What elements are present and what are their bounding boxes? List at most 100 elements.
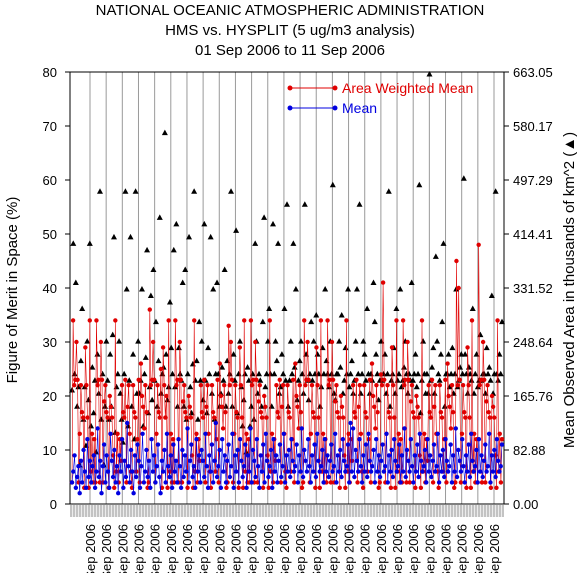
mean-point [492,447,497,453]
mean-observed-area-point [357,390,364,396]
mean-observed-area-point [107,351,114,357]
mean-point [323,469,329,474]
area-weighted-mean-point [303,383,308,388]
mean-point [448,442,453,447]
mean-point [249,480,254,485]
mean-point [244,485,249,490]
y-tick-right-label: 331.52 [513,281,553,296]
mean-point [130,469,135,474]
mean-observed-area-point [132,188,139,194]
mean-observed-area-point [159,370,166,377]
mean-point [498,464,503,469]
mean-point [390,474,396,480]
mean-point [276,458,281,463]
mean-point [345,442,351,447]
mean-point [409,464,415,469]
mean-observed-area-point [113,383,120,390]
mean-point [127,480,132,485]
area-weighted-mean-point [422,431,427,436]
mean-point [166,464,171,469]
x-category-label: Sep 2006 [164,524,179,573]
mean-observed-area-point [72,279,79,285]
mean-point [103,480,108,485]
mean-observed-area-point [342,344,349,351]
area-weighted-mean-point [353,415,358,420]
mean-point [235,447,240,453]
mean-observed-area-point [235,370,242,377]
area-weighted-mean-point [216,480,221,485]
area-weighted-mean-point [317,485,322,490]
mean-point [495,458,501,463]
mean-point [422,447,428,453]
area-weighted-mean-point [274,383,279,388]
area-weighted-mean-point [339,404,345,409]
area-weighted-mean-point [378,372,384,377]
area-weighted-mean-point [83,345,88,350]
area-weighted-mean-point [400,318,406,323]
area-weighted-mean-point [186,393,191,399]
area-weighted-mean-point [443,377,448,382]
mean-point [119,437,125,442]
mean-observed-area-point [270,220,277,227]
mean-point [452,469,457,474]
mean-observed-area-point [173,220,180,227]
mean-observed-area-point [393,305,400,312]
mean-observed-area-point [256,370,263,377]
mean-observed-area-point [166,299,173,305]
area-weighted-mean-point [164,393,169,399]
mean-observed-area-point [314,351,321,357]
mean-observed-area-point [430,344,437,351]
y-tick-left-label: 60 [43,173,57,188]
mean-observed-area-point [384,370,391,377]
area-weighted-mean-point [198,383,204,388]
x-category-label: Sep 2006 [342,524,357,573]
mean-point [264,458,270,463]
mean-point [271,437,276,442]
area-weighted-mean-point [390,383,396,388]
mean-point [69,480,75,485]
mean-point [462,480,467,485]
y-axis-left-ticks: 0 10 20 30 40 50 60 70 80 [43,65,70,512]
area-weighted-mean-point [486,410,491,415]
y-tick-right-label: 82.88 [513,443,546,458]
area-weighted-mean-point [408,399,414,404]
area-weighted-mean-point [277,377,282,382]
area-weighted-mean-point [212,415,217,420]
mean-observed-area-point [472,370,479,377]
y-tick-left-label: 50 [43,227,57,242]
area-weighted-mean-point [413,485,418,490]
mean-point [89,480,94,485]
area-weighted-mean-point [260,485,266,490]
mean-point [449,480,455,485]
mean-point [110,474,116,480]
mean-point [104,453,109,458]
mean-observed-area-point [415,370,422,377]
area-weighted-mean-point [377,480,382,485]
area-weighted-mean-point [79,410,85,415]
x-axis-category-labels: Sep 2006 Sep 2006 Sep 2006 Sep 2006 Sep 2006… [83,524,502,573]
mean-observed-area-point [290,240,297,246]
area-weighted-mean-point [342,453,347,458]
mean-observed-area-point [219,364,226,370]
area-weighted-mean-point [489,393,495,399]
mean-observed-area-point [425,390,432,396]
mean-observed-area-point [262,383,269,390]
area-weighted-mean-point [170,437,176,442]
mean-point [83,485,89,490]
area-weighted-mean-point [226,323,231,328]
mean-point [222,453,227,458]
x-category-label: Sep 2006 [196,524,211,573]
area-weighted-mean-point [109,415,115,420]
mean-observed-area-point [263,370,270,377]
mean-point [231,485,236,490]
area-weighted-mean-point [375,410,380,415]
mean-observed-area-point [182,266,189,272]
y-tick-left-label: 70 [43,119,57,134]
area-weighted-mean-point [286,410,291,415]
mean-point [321,480,326,485]
mean-point [280,464,285,469]
mean-observed-area-point [170,246,177,253]
mean-point [218,485,224,490]
mean-point [399,453,405,458]
